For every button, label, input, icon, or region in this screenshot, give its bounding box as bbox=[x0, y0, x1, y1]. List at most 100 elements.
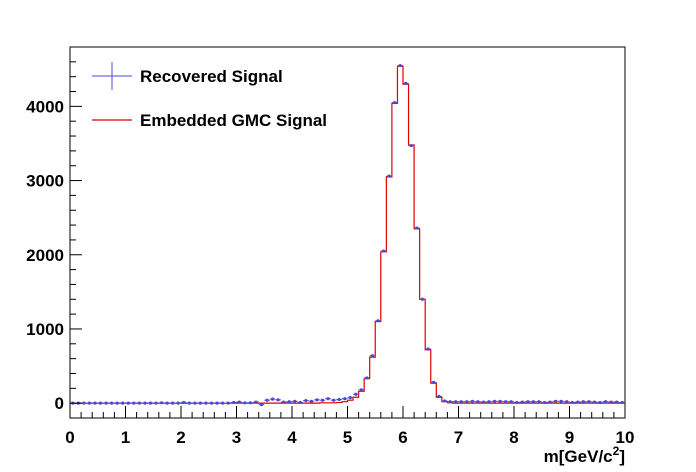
x-tick-label: 0 bbox=[65, 428, 74, 447]
recovered-signal-point bbox=[147, 401, 154, 405]
recovered-signal-point bbox=[563, 400, 570, 404]
recovered-signal-point bbox=[197, 401, 204, 405]
legend-label-recovered: Recovered Signal bbox=[140, 67, 283, 86]
recovered-signal-point bbox=[547, 400, 553, 404]
recovered-signal-point bbox=[114, 401, 120, 405]
y-tick-label: 1000 bbox=[26, 320, 64, 339]
recovered-signal-point bbox=[419, 297, 426, 301]
recovered-signal-point bbox=[325, 397, 331, 401]
recovered-signal-point bbox=[552, 399, 559, 403]
recovered-signal-point bbox=[280, 400, 287, 404]
recovered-signal-point bbox=[108, 401, 115, 405]
recovered-signal-point bbox=[502, 400, 509, 404]
recovered-signal-point bbox=[119, 401, 126, 405]
recovered-signal-point bbox=[230, 400, 237, 405]
recovered-signal-point bbox=[158, 401, 165, 405]
recovered-signal-point bbox=[586, 400, 592, 404]
recovered-signal-point bbox=[575, 400, 581, 404]
recovered-signal-point bbox=[275, 398, 281, 402]
legend: Recovered Signal Embedded GMC Signal bbox=[92, 62, 327, 130]
recovered-signal-point bbox=[525, 400, 531, 404]
recovered-signal-point bbox=[203, 401, 209, 405]
plot-area-border bbox=[69, 46, 626, 419]
recovered-signal-point bbox=[336, 397, 342, 402]
recovered-signal-point bbox=[341, 397, 348, 401]
recovered-signal-point bbox=[386, 174, 392, 178]
recovered-signal-point bbox=[131, 401, 137, 405]
recovered-signal-point bbox=[142, 401, 148, 405]
recovered-signal-point bbox=[480, 400, 487, 404]
recovered-signal-point bbox=[452, 400, 459, 404]
recovered-signal-point bbox=[330, 398, 337, 402]
recovered-signal-point bbox=[558, 399, 564, 403]
x-tick-label: 5 bbox=[343, 428, 352, 447]
recovered-signal-point bbox=[81, 401, 87, 405]
recovered-signal-point bbox=[403, 81, 409, 85]
axes: 0 1 2 3 4 5 6 7 8 9 10 0 1000 2000 3000 4000 m[GeV/c2] bbox=[26, 46, 635, 466]
recovered-signal-point bbox=[602, 400, 609, 404]
recovered-signal-point bbox=[169, 401, 176, 405]
recovered-signal-point bbox=[286, 400, 292, 404]
recovered-signal-point bbox=[441, 399, 448, 403]
recovered-signal-point bbox=[375, 319, 381, 323]
recovered-signal-point bbox=[380, 249, 387, 253]
recovered-signal-point bbox=[497, 399, 503, 403]
x-tick-label: 3 bbox=[232, 428, 241, 447]
recovered-signal-point bbox=[613, 400, 620, 404]
recovered-signal-point bbox=[303, 398, 309, 403]
y-tick-label: 4000 bbox=[26, 97, 64, 116]
y-tick-label: 3000 bbox=[26, 172, 64, 191]
recovered-signal-point bbox=[514, 400, 520, 405]
x-tick-label: 2 bbox=[176, 428, 185, 447]
plot-frame bbox=[69, 46, 626, 419]
plot-data bbox=[70, 63, 625, 407]
recovered-signal-point bbox=[319, 398, 326, 402]
recovered-signal-point bbox=[225, 401, 231, 405]
recovered-signal-point bbox=[297, 400, 304, 405]
recovered-signal-point bbox=[247, 401, 254, 405]
x-tick-label: 7 bbox=[454, 428, 463, 447]
x-tick-label: 1 bbox=[121, 428, 130, 447]
recovered-signal-point bbox=[103, 401, 109, 405]
y-tick-label: 2000 bbox=[26, 246, 64, 265]
recovered-signal-point bbox=[192, 401, 198, 405]
recovered-signal-point bbox=[608, 400, 614, 404]
recovered-signal-point bbox=[358, 388, 365, 392]
recovered-signal-point bbox=[436, 394, 442, 399]
recovered-signal-point bbox=[530, 400, 537, 404]
recovered-signal-point bbox=[208, 401, 215, 405]
recovered-signal-point bbox=[253, 400, 259, 404]
recovered-signal-point bbox=[86, 401, 93, 405]
recovered-signal-point bbox=[475, 400, 481, 404]
x-axis-title: m[GeV/c2] bbox=[544, 444, 625, 466]
recovered-signal-point bbox=[447, 400, 453, 404]
recovered-signal-point bbox=[597, 400, 603, 405]
x-tick-label: 10 bbox=[616, 428, 635, 447]
y-tick-label: 0 bbox=[55, 394, 64, 413]
recovered-signal-point bbox=[369, 354, 376, 358]
x-tick-label: 8 bbox=[509, 428, 518, 447]
recovered-signal-point bbox=[391, 101, 398, 105]
recovered-signal-point bbox=[153, 401, 159, 405]
recovered-signal-point bbox=[364, 376, 370, 380]
recovered-signal-point bbox=[219, 401, 226, 405]
recovered-signal-point bbox=[314, 398, 320, 402]
recovered-signal-point bbox=[292, 399, 298, 403]
recovered-signal-point bbox=[347, 395, 354, 400]
recovered-signal-point bbox=[269, 397, 276, 401]
recovered-signal-point bbox=[425, 347, 431, 351]
recovered-signal-point bbox=[186, 401, 193, 405]
recovered-signal-point bbox=[353, 392, 359, 396]
recovered-signal-point bbox=[569, 400, 576, 405]
recovered-signal-point bbox=[580, 400, 587, 404]
recovered-signal-point bbox=[97, 401, 104, 405]
x-tick-label: 9 bbox=[565, 428, 574, 447]
recovered-signal-point bbox=[408, 144, 415, 148]
recovered-signal-point bbox=[308, 399, 315, 403]
recovered-signal-point bbox=[92, 401, 98, 405]
recovered-signal-point bbox=[414, 226, 420, 230]
recovered-signal-point bbox=[258, 403, 265, 407]
recovered-signal-point bbox=[486, 400, 492, 404]
x-tick-label: 6 bbox=[398, 428, 407, 447]
